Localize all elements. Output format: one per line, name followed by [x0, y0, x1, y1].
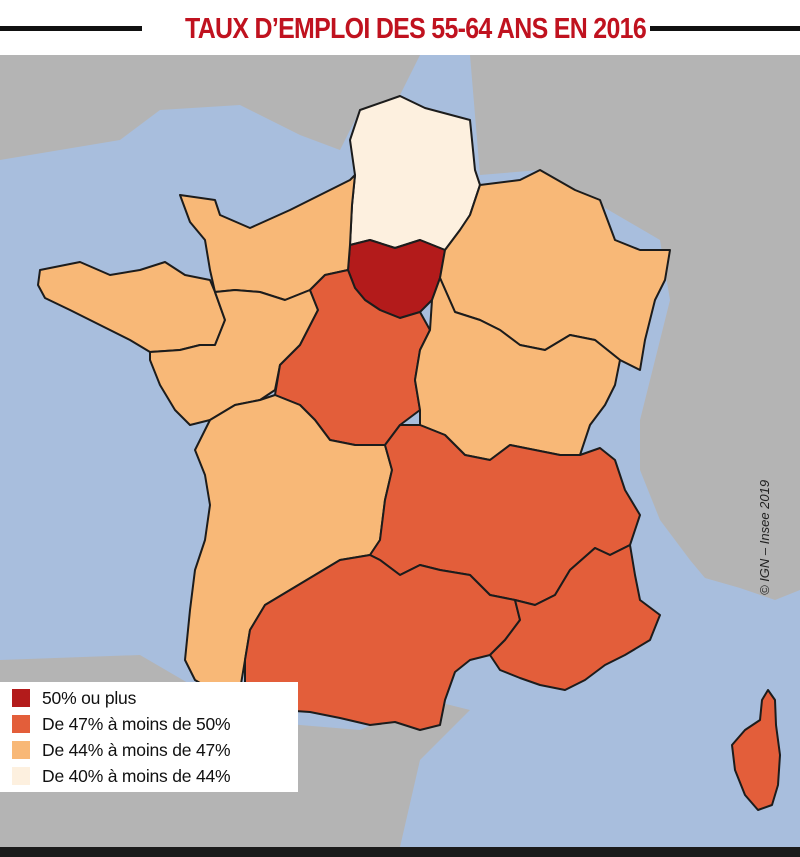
neighbour-land: [0, 55, 800, 600]
legend-label: De 40% à moins de 44%: [42, 765, 231, 786]
legend-swatch: [12, 689, 30, 707]
legend-label: 50% ou plus: [42, 687, 137, 708]
legend-label: De 44% à moins de 47%: [42, 739, 231, 760]
title-bar: TAUX D’EMPLOI DES 55-64 ANS EN 2016: [0, 0, 800, 55]
legend-item: De 47% à moins de 50%: [12, 713, 231, 735]
france-map: [0, 55, 800, 847]
region-bourgogne-franche-comte: [414, 277, 621, 461]
bottom-bar: [0, 847, 800, 857]
region-paca: [489, 544, 661, 691]
region-hauts-de-france: [349, 95, 481, 251]
legend: 50% ou plus De 47% à moins de 50% De 44%…: [0, 682, 298, 792]
legend-swatch: [12, 767, 30, 785]
legend-item: De 40% à moins de 44%: [12, 765, 231, 787]
map-area: © IGN – Insee 2019: [0, 55, 800, 847]
legend-item: De 44% à moins de 47%: [12, 739, 231, 761]
title-rule-right: [650, 26, 800, 31]
credit-wrap: © IGN – Insee 2019: [757, 425, 777, 595]
legend-swatch: [12, 741, 30, 759]
title-rule-left: [0, 26, 142, 31]
region-corse: [731, 689, 781, 811]
copyright-credit: © IGN – Insee 2019: [757, 479, 772, 595]
map-title: TAUX D’EMPLOI DES 55-64 ANS EN 2016: [185, 13, 647, 45]
legend-swatch: [12, 715, 30, 733]
legend-item: 50% ou plus: [12, 687, 136, 709]
legend-label: De 47% à moins de 50%: [42, 713, 231, 734]
